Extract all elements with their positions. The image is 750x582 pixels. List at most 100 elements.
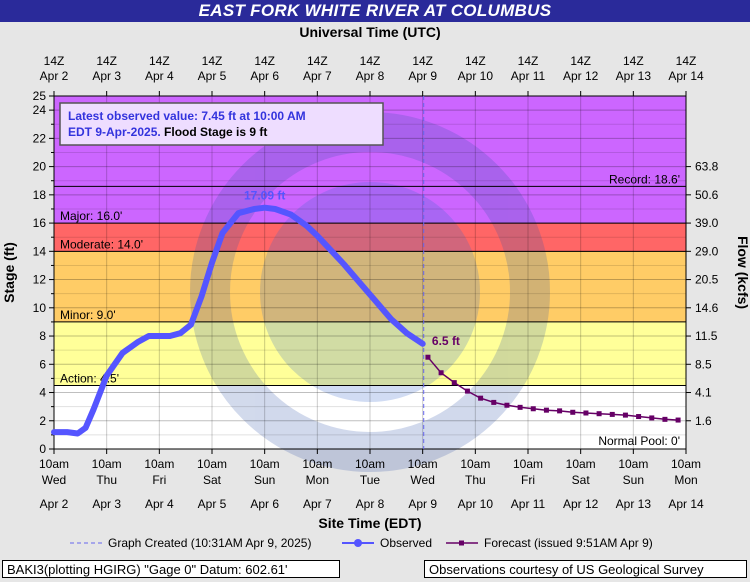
forecast-point [557,408,563,414]
flow-tick-label: 50.6 [695,188,719,202]
top-tick-label: Apr 14 [668,69,704,83]
x-tick-label: Sun [623,473,644,487]
top-tick-label: Apr 11 [511,69,546,83]
y-tick-label: 16 [33,216,47,230]
top-tick-label: Apr 2 [40,69,69,83]
y-axis-title-right: Flow (kcfs) [735,236,750,309]
x-tick-label: Mon [674,473,697,487]
top-tick-label: 14Z [307,54,328,68]
x-tick-label: 10am [197,457,227,471]
flow-tick-label: 29.0 [695,244,719,258]
x-tick-label: 10am [460,457,490,471]
y-tick-label: 18 [33,188,47,202]
forecast-point [530,406,536,412]
zone-normal [54,385,686,449]
forecast-point [438,370,444,376]
gage-datum-note: BAKI3(plotting HGIRG) "Gage 0" Datum: 60… [2,560,340,578]
top-tick-label: 14Z [44,54,65,68]
observed-series-line [51,204,426,437]
top-tick-label: Apr 10 [458,69,494,83]
threshold-label: Moderate: 14.0' [60,237,143,251]
forecast-point [662,416,668,422]
x-tick-label: Apr 8 [356,497,385,511]
x-tick-label: 10am [566,457,596,471]
x-tick-label: Mon [306,473,329,487]
top-tick-label: Apr 8 [356,69,385,83]
flow-tick-label: 1.6 [695,414,712,428]
flow-tick-label: 39.0 [695,216,719,230]
forecast-start-label: 6.5 ft [432,334,460,348]
x-tick-label: 10am [618,457,648,471]
y-tick-label: 12 [33,273,47,287]
legend-forecast-marker [459,540,464,546]
latest-observation-line2: EDT 9-Apr-2025. Flood Stage is 9 ft [68,125,267,139]
x-tick-label: Apr 6 [250,497,279,511]
forecast-point [451,380,457,386]
x-axis-title: Site Time (EDT) [318,515,421,531]
top-tick-label: 14Z [202,54,223,68]
top-tick-label: 14Z [465,54,486,68]
flow-tick-label: 20.5 [695,273,719,287]
threshold-label: Minor: 9.0' [60,308,116,322]
forecast-point [622,412,628,418]
x-tick-label: Fri [521,473,535,487]
x-tick-label: 10am [671,457,701,471]
x-tick-label: Wed [410,473,434,487]
zone-action [54,321,686,386]
forecast-point [491,399,497,405]
forecast-point [504,402,510,408]
x-tick-label: Thu [96,473,117,487]
chart-title: EAST FORK WHITE RIVER AT COLUMBUS [0,0,750,22]
x-tick-label: 10am [355,457,385,471]
x-tick-label: Apr 2 [40,497,69,511]
observations-credit: Observations courtesy of US Geological S… [424,560,747,578]
x-tick-label: Apr 9 [408,497,437,511]
top-axis-title: Universal Time (UTC) [299,24,440,40]
forecast-point [609,411,615,417]
forecast-point [543,407,549,413]
legend-graph-created-label: Graph Created (10:31AM Apr 9, 2025) [108,536,311,550]
top-tick-label: 14Z [412,54,433,68]
y-axis-title: Stage (ft) [1,242,17,303]
y-tick-label: 10 [33,301,47,315]
top-tick-label: Apr 12 [563,69,599,83]
x-tick-label: Apr 4 [145,497,174,511]
legend-observed-label: Observed [380,536,432,550]
top-tick-label: 14Z [254,54,275,68]
legend-forecast-label: Forecast (issued 9:51AM Apr 9) [484,536,653,550]
x-tick-label: Apr 12 [563,497,599,511]
x-tick-label: 10am [92,457,122,471]
y-tick-label: 4 [39,386,46,400]
y-tick-label: 0 [39,442,46,456]
y-tick-label: 6 [39,357,46,371]
y-tick-label: 14 [33,244,47,258]
forecast-point [570,409,576,415]
x-tick-label: 10am [250,457,280,471]
top-tick-label: Apr 9 [408,69,437,83]
top-tick-label: Apr 13 [616,69,652,83]
top-tick-label: Apr 4 [145,69,174,83]
legend-observed-marker [354,539,362,547]
x-tick-label: Sat [203,473,222,487]
x-tick-label: 10am [408,457,438,471]
x-tick-label: 10am [39,457,69,471]
threshold-label: Major: 16.0' [60,209,122,223]
y-tick-label: 2 [39,414,46,428]
forecast-point [425,354,431,360]
x-tick-label: Apr 3 [92,497,121,511]
flow-tick-label: 8.5 [695,357,712,371]
top-tick-label: 14Z [623,54,644,68]
x-tick-label: Sun [254,473,275,487]
forecast-point [636,414,642,420]
x-tick-label: Apr 5 [198,497,227,511]
x-tick-label: 10am [513,457,543,471]
y-tick-label: 22 [33,131,47,145]
y-tick-label: 24 [33,103,47,117]
y-tick-label: 8 [39,329,46,343]
y-tick-label: 20 [33,160,47,174]
latest-observation-line1: Latest observed value: 7.45 ft at 10:00 … [68,109,306,123]
x-tick-label: Thu [465,473,486,487]
flow-tick-label: 14.6 [695,301,719,315]
hydrograph-chart: Action: 4.5'Minor: 9.0'Moderate: 14.0'Ma… [1,24,750,550]
x-tick-label: Apr 7 [303,497,332,511]
